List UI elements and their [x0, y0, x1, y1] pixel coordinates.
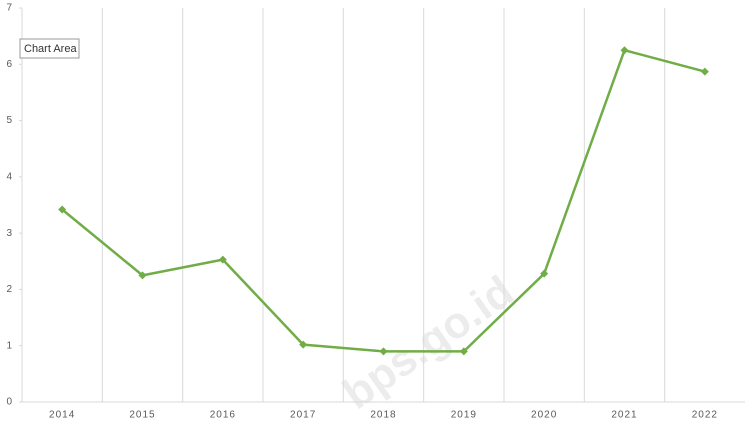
- tooltip-text: Chart Area: [24, 43, 77, 55]
- watermark: bps.go.id: [334, 266, 522, 418]
- y-tick-label: 3: [6, 228, 12, 239]
- y-tick-label: 7: [6, 3, 12, 14]
- y-tick-label: 1: [6, 340, 12, 351]
- line: [61, 48, 706, 353]
- marker: [459, 347, 468, 356]
- tooltip: Chart Area: [19, 38, 80, 59]
- x-tick-label: 2022: [692, 410, 718, 421]
- x-tick-label: 2017: [290, 410, 316, 421]
- x-tick-label: 2020: [531, 410, 557, 421]
- marker: [218, 255, 227, 264]
- marker: [138, 271, 147, 280]
- y-tick-label: 6: [6, 59, 12, 70]
- marker: [299, 340, 308, 349]
- y-tick-label: 0: [6, 397, 12, 408]
- tooltip-box: [19, 38, 80, 59]
- marker: [620, 46, 629, 55]
- x-tick-label: 2019: [451, 410, 477, 421]
- y-tick-label: 5: [6, 115, 12, 126]
- marker: [700, 67, 709, 76]
- y-tick-label: 4: [6, 171, 12, 182]
- x-tick-label: 2016: [210, 410, 236, 421]
- marker: [540, 269, 549, 278]
- x-tick-label: 2015: [129, 410, 155, 421]
- y-tick-label: 2: [6, 284, 12, 295]
- marker: [379, 347, 388, 356]
- x-tick-label: 2018: [370, 410, 396, 421]
- marker: [58, 205, 67, 214]
- x-tick-label: 2021: [611, 410, 637, 421]
- x-tick-label: 2014: [49, 410, 75, 421]
